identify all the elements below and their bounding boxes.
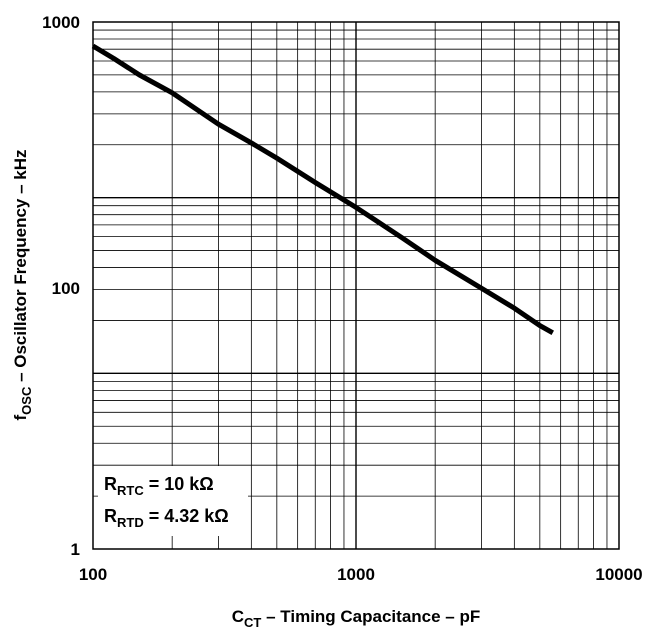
grid-major: [93, 22, 619, 549]
annotation-box: [98, 466, 248, 536]
x-tick-label-1000: 1000: [337, 565, 375, 584]
series-line-frequency: [91, 43, 554, 336]
x-tick-label-100: 100: [79, 565, 107, 584]
x-axis-title: CCT – Timing Capacitance – pF: [232, 607, 480, 630]
y-tick-label-100: 100: [52, 279, 80, 298]
annotation-rtd: RRTD = 4.32 kΩ: [104, 506, 229, 530]
y-tick-label-1: 1: [71, 540, 80, 559]
annotation-rtc: RRTC = 10 kΩ: [104, 474, 214, 498]
x-tick-label-10000: 10000: [595, 565, 642, 584]
y-axis-title: fOSC – Oscillator Frequency – kHz: [11, 150, 34, 421]
y-tick-label-1000: 1000: [42, 13, 80, 32]
plot-frame: [92, 21, 620, 550]
